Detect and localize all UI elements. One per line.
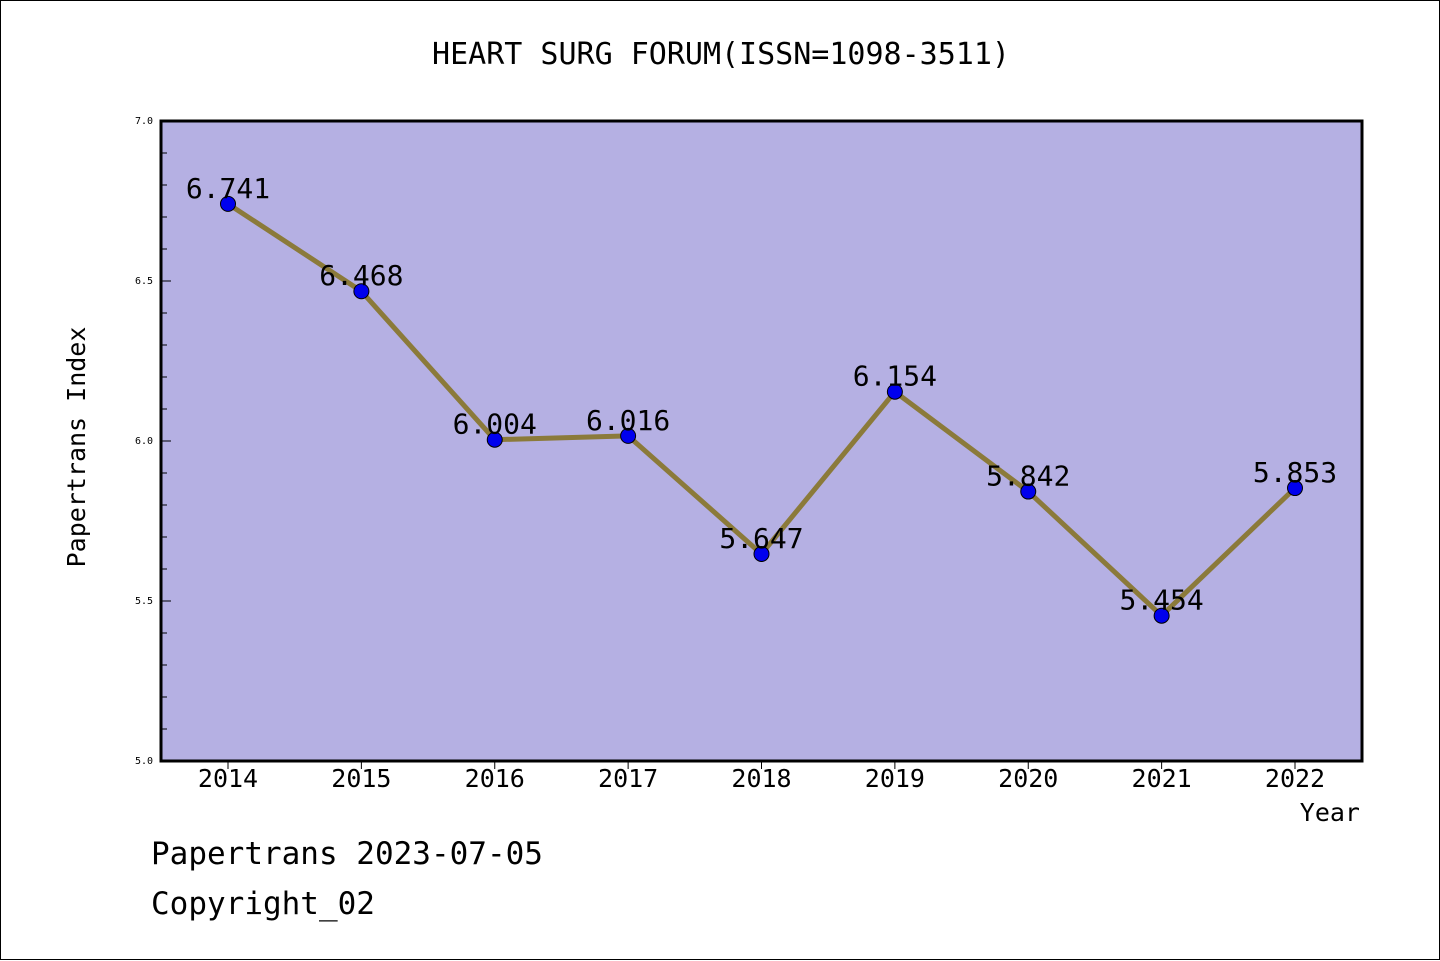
data-point — [886, 383, 903, 400]
data-point — [353, 283, 370, 300]
y-tick-label: 6.0 — [135, 436, 153, 447]
x-tick-label: 2017 — [598, 764, 658, 793]
data-label: 6.004 — [453, 408, 537, 441]
data-point — [620, 427, 637, 444]
data-point — [1287, 480, 1303, 497]
x-tick-label: 2022 — [1265, 764, 1325, 793]
x-tick-label: 2019 — [865, 764, 925, 793]
data-point — [1020, 483, 1037, 500]
x-tick-label: 2016 — [465, 764, 525, 793]
plot-area — [159, 119, 1364, 763]
x-tick-label: 2021 — [1132, 764, 1192, 793]
data-label: 6.154 — [853, 360, 937, 393]
data-point — [1153, 607, 1170, 624]
chart-title: HEART SURG FORUM(ISSN=1098-3511) — [432, 37, 1010, 72]
data-label: 6.741 — [186, 172, 270, 205]
x-axis-label: Year — [1300, 798, 1360, 827]
y-tick-label: 5.0 — [135, 756, 153, 767]
data-label: 5.842 — [986, 460, 1070, 493]
x-tick-label: 2020 — [998, 764, 1058, 793]
footer-date: Papertrans 2023-07-05 — [151, 836, 543, 872]
y-tick-label: 7.0 — [135, 116, 153, 127]
data-point — [220, 195, 236, 212]
x-tick-label: 2018 — [731, 764, 791, 793]
data-label: 5.647 — [719, 522, 803, 555]
data-label: 6.468 — [319, 259, 403, 292]
data-label: 5.454 — [1119, 584, 1203, 617]
data-label: 6.016 — [586, 404, 670, 437]
data-point — [486, 431, 503, 448]
data-point — [753, 545, 770, 562]
y-tick-label: 5.5 — [135, 596, 153, 607]
y-axis-label: Papertrans Index — [62, 327, 91, 568]
x-tick-label: 2015 — [331, 764, 391, 793]
footer-copyright: Copyright_02 — [151, 886, 375, 922]
x-tick-label: 2014 — [198, 764, 258, 793]
data-label: 5.853 — [1253, 456, 1337, 489]
y-tick-label: 6.5 — [135, 276, 153, 287]
